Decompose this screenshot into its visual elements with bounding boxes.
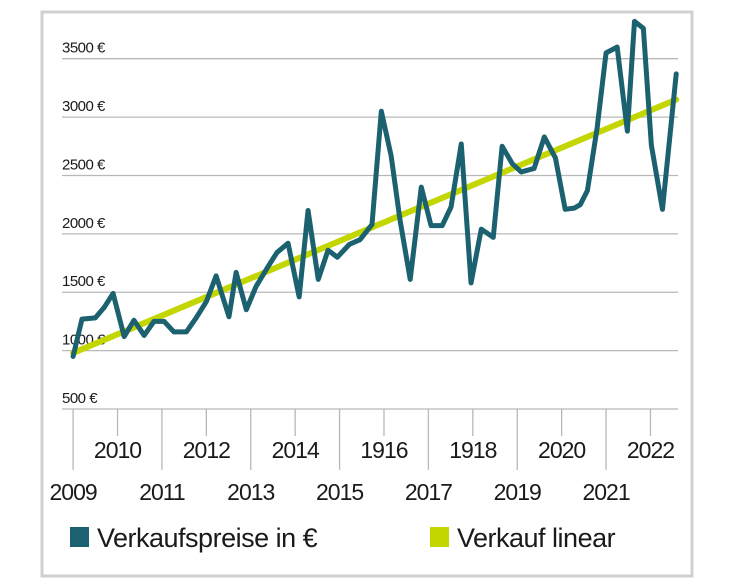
line <box>70 18 679 359</box>
lines <box>70 18 680 359</box>
frame <box>40 10 694 578</box>
x-tick-label: 2011 <box>139 479 185 505</box>
x-tick-label: 1918 <box>449 437 496 463</box>
x-tick-label: 2015 <box>316 479 363 505</box>
x-tick-label: 2009 <box>50 479 97 505</box>
y-tick-label: 500 € <box>62 390 98 407</box>
x-tick-label: 2020 <box>538 437 585 463</box>
x-tick-label: 2017 <box>405 479 452 505</box>
line <box>70 96 680 356</box>
x-tick-label: 2010 <box>94 437 141 463</box>
x-tick-label: 2013 <box>227 479 274 505</box>
x-tick-label: 2021 <box>582 479 629 505</box>
legend-label: Verkaufspreise in € <box>97 523 318 553</box>
legend-swatch <box>70 527 89 547</box>
x-tick-label: 1916 <box>360 437 407 463</box>
x-tick-label: 2022 <box>627 437 674 463</box>
x-axis: 2009 2010 2011 2012 2013 2014 2015 1916 2017 1918… <box>50 409 675 505</box>
legend-label: Verkauf linear <box>457 523 616 553</box>
y-tick-label: 2500 € <box>62 156 106 173</box>
legend: Verkaufspreise in € Verkauf linear <box>70 523 616 553</box>
y-tick-label: 1500 € <box>62 273 106 290</box>
y-tick-label: 3000 € <box>62 98 106 115</box>
x-tick-label: 2019 <box>494 479 541 505</box>
x-tick-label: 2012 <box>183 437 230 463</box>
y-tick-label: 2000 € <box>62 215 106 232</box>
grid: 500 €1000 €1500 €2000 €2500 €3000 €3500 … <box>62 40 678 410</box>
y-tick-label: 3500 € <box>62 40 106 57</box>
legend-swatch <box>430 527 449 547</box>
x-tick-label: 2014 <box>272 437 320 463</box>
